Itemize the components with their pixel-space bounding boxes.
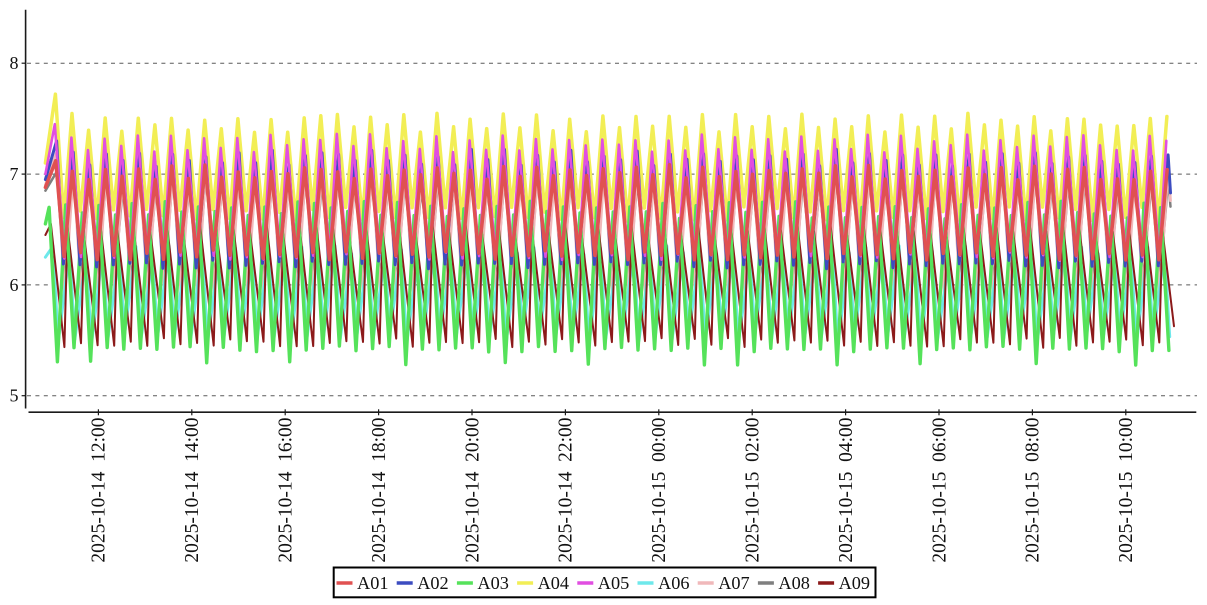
- svg-text:7: 7: [10, 164, 19, 184]
- svg-text:2025-10-14 14:00: 2025-10-14 14:00: [182, 418, 203, 563]
- svg-text:A09: A09: [839, 573, 870, 593]
- svg-text:2025-10-14 20:00: 2025-10-14 20:00: [462, 418, 483, 563]
- svg-text:5: 5: [10, 386, 19, 406]
- svg-text:2025-10-14 12:00: 2025-10-14 12:00: [89, 418, 110, 563]
- svg-text:A05: A05: [598, 573, 629, 593]
- svg-text:2025-10-15 10:00: 2025-10-15 10:00: [1116, 418, 1137, 563]
- svg-text:A06: A06: [658, 573, 689, 593]
- svg-text:2025-10-14 22:00: 2025-10-14 22:00: [556, 418, 577, 563]
- svg-text:A02: A02: [417, 573, 448, 593]
- svg-text:2025-10-15 04:00: 2025-10-15 04:00: [836, 418, 857, 563]
- svg-text:A07: A07: [718, 573, 749, 593]
- svg-text:2025-10-15 06:00: 2025-10-15 06:00: [929, 418, 950, 563]
- svg-text:A03: A03: [477, 573, 508, 593]
- svg-text:2025-10-15 08:00: 2025-10-15 08:00: [1023, 418, 1044, 563]
- svg-text:8: 8: [10, 53, 19, 73]
- svg-text:A04: A04: [538, 573, 569, 593]
- svg-text:2025-10-14 18:00: 2025-10-14 18:00: [369, 418, 390, 563]
- svg-text:2025-10-14 16:00: 2025-10-14 16:00: [276, 418, 297, 563]
- svg-text:6: 6: [10, 275, 19, 295]
- svg-text:2025-10-15 02:00: 2025-10-15 02:00: [743, 418, 764, 563]
- svg-text:A01: A01: [357, 573, 388, 593]
- svg-text:A08: A08: [778, 573, 809, 593]
- svg-text:2025-10-15 00:00: 2025-10-15 00:00: [649, 418, 670, 563]
